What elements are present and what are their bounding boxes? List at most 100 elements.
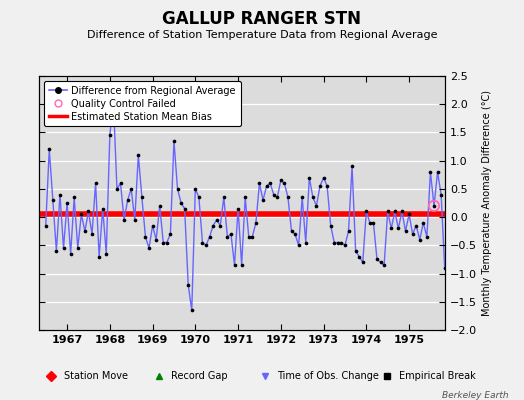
Y-axis label: Monthly Temperature Anomaly Difference (°C): Monthly Temperature Anomaly Difference (… [482, 90, 492, 316]
Point [352, 248, 360, 254]
Point [447, 180, 456, 186]
Point [362, 208, 370, 215]
Point [455, 197, 463, 203]
Point [405, 211, 413, 218]
Point [227, 231, 235, 237]
Point [84, 208, 93, 215]
Point [380, 262, 388, 268]
Point [70, 194, 79, 200]
Point [366, 220, 374, 226]
Point [266, 180, 275, 186]
Point [81, 228, 89, 234]
Point [252, 220, 260, 226]
Point [462, 194, 470, 200]
Point [188, 307, 196, 314]
Point [124, 197, 132, 203]
Point [220, 194, 228, 200]
Point [170, 138, 178, 144]
Point [451, 174, 460, 181]
Point [369, 220, 378, 226]
Point [344, 228, 353, 234]
Point [195, 194, 203, 200]
Point [248, 234, 257, 240]
Point [145, 245, 153, 251]
Point [56, 191, 64, 198]
Point [109, 98, 117, 105]
Point [162, 239, 171, 246]
Point [67, 250, 75, 257]
Text: Empirical Break: Empirical Break [399, 371, 475, 381]
Point [202, 242, 210, 248]
Point [120, 217, 128, 223]
Point [294, 242, 303, 248]
Text: Record Gap: Record Gap [171, 371, 228, 381]
Point [487, 248, 495, 254]
Point [423, 234, 431, 240]
Point [77, 211, 85, 218]
Point [277, 177, 285, 184]
Point [473, 197, 481, 203]
Point [412, 222, 420, 229]
Point [280, 180, 289, 186]
Point [63, 200, 71, 206]
Point [134, 152, 143, 158]
Text: Station Move: Station Move [63, 371, 128, 381]
Point [394, 225, 402, 232]
Point [373, 256, 381, 263]
Point [106, 132, 114, 138]
Text: Berkeley Earth: Berkeley Earth [442, 390, 508, 400]
Point [231, 262, 239, 268]
Point [430, 203, 438, 209]
Text: Time of Obs. Change: Time of Obs. Change [277, 371, 379, 381]
Point [284, 194, 292, 200]
Point [430, 203, 438, 209]
Point [259, 197, 267, 203]
Point [49, 197, 57, 203]
Point [476, 174, 485, 181]
Point [173, 186, 182, 192]
Point [376, 259, 385, 266]
Point [358, 259, 367, 266]
Point [73, 245, 82, 251]
Point [401, 228, 410, 234]
Point [198, 239, 206, 246]
Point [437, 191, 445, 198]
Point [116, 180, 125, 186]
Point [113, 186, 121, 192]
Point [384, 208, 392, 215]
Point [305, 174, 313, 181]
Point [245, 234, 253, 240]
Point [320, 174, 328, 181]
Point [102, 250, 111, 257]
Point [287, 228, 296, 234]
Point [156, 203, 164, 209]
Point [465, 194, 474, 200]
Point [152, 236, 160, 243]
Point [330, 239, 339, 246]
Legend: Difference from Regional Average, Quality Control Failed, Estimated Station Mean: Difference from Regional Average, Qualit… [44, 81, 241, 126]
Point [166, 231, 174, 237]
Point [88, 231, 96, 237]
Point [312, 203, 321, 209]
Point [41, 222, 50, 229]
Point [416, 236, 424, 243]
Point [99, 206, 107, 212]
Point [138, 194, 146, 200]
Point [141, 234, 150, 240]
Point [398, 208, 406, 215]
Point [355, 254, 363, 260]
Point [273, 194, 281, 200]
Point [159, 239, 168, 246]
Point [390, 208, 399, 215]
Point [209, 222, 217, 229]
Point [52, 248, 61, 254]
Point [255, 180, 264, 186]
Point [298, 194, 307, 200]
Point [323, 183, 331, 189]
Point [334, 239, 342, 246]
Point [337, 239, 345, 246]
Point [263, 183, 271, 189]
Point [348, 163, 356, 170]
Point [302, 239, 310, 246]
Text: Difference of Station Temperature Data from Regional Average: Difference of Station Temperature Data f… [87, 30, 437, 40]
